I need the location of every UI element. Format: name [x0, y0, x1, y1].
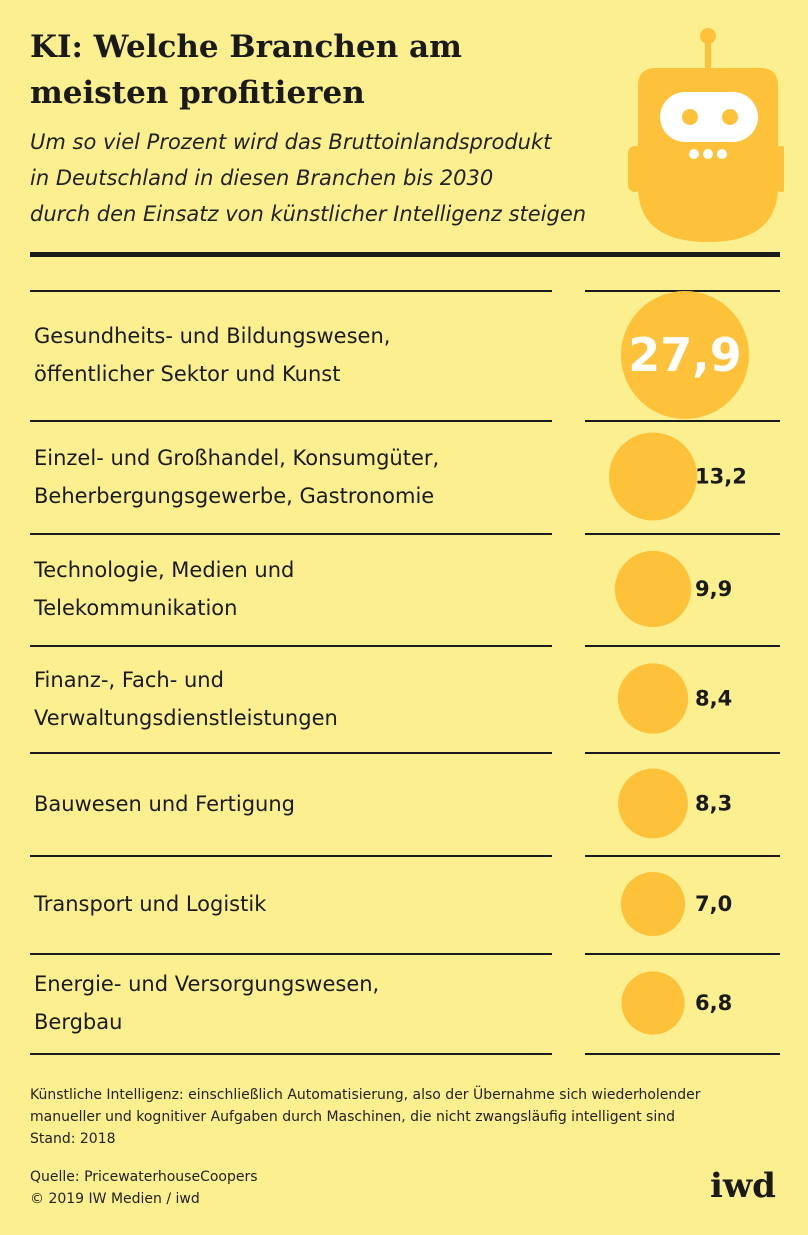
- subtitle-line-3: durch den Einsatz von künstlicher Intell…: [30, 202, 587, 226]
- value-bubble: [621, 971, 685, 1035]
- value-label: 9,9: [695, 577, 732, 601]
- row-label: Technologie, Medien und Telekommunikation: [34, 551, 544, 627]
- row-divider-left: [30, 752, 552, 754]
- row-divider-left: [30, 645, 552, 647]
- iwd-logo: iwd: [710, 1166, 776, 1206]
- value-label: 8,4: [695, 687, 732, 711]
- title-line-1: KI: Welche Branchen am: [30, 29, 462, 65]
- row-divider-left: [30, 290, 552, 292]
- value-label: 8,3: [695, 792, 732, 816]
- row-label: Transport und Logistik: [34, 885, 544, 923]
- value-label: 27,9: [628, 328, 742, 382]
- row-divider-left: [30, 533, 552, 535]
- value-bubble: [614, 550, 692, 628]
- value-bubble: [620, 871, 686, 937]
- bubble-chart: 27,9 13,2 9,9 8,4 8,3 7,0 6,8: [608, 291, 749, 1035]
- robot-icon: [628, 28, 784, 242]
- row-divider-left: [30, 855, 552, 857]
- row-label: Finanz-, Fach- und Verwaltungsdienstleist…: [34, 661, 544, 737]
- row-label-line: Bergbau: [34, 1010, 123, 1034]
- chart-title: KI: Welche Branchen am meisten profitier…: [30, 24, 590, 116]
- row-label-line: Einzel- und Großhandel, Konsumgüter,: [34, 445, 440, 470]
- footnote: Künstliche Intelligenz: einschließlich A…: [30, 1084, 790, 1150]
- value-label: 13,2: [695, 465, 747, 489]
- row-label-line: Transport und Logistik: [34, 892, 267, 916]
- row-divider-right: [585, 752, 780, 754]
- row-label: Bauwesen und Fertigung: [34, 785, 544, 823]
- row-divider-left: [30, 1053, 552, 1055]
- row-divider-right: [585, 953, 780, 955]
- value-bubble: [608, 432, 698, 521]
- row-label-line: Verwaltungsdienstleistungen: [34, 705, 338, 730]
- row-divider-left: [30, 953, 552, 955]
- row-label: Energie- und Versorgungswesen, Bergbau: [34, 965, 544, 1041]
- row-label: Einzel- und Großhandel, Konsumgüter, Behe…: [34, 439, 544, 515]
- row-label-line: Technologie, Medien und: [34, 558, 295, 582]
- value-label: 6,8: [695, 991, 732, 1015]
- row-divider-right: [585, 645, 780, 647]
- row-label-line: Finanz-, Fach- und: [34, 667, 224, 692]
- row-label-line: Beherbergungsgewerbe, Gastronomie: [34, 483, 435, 508]
- footnote-line-2: manueller und kognitiver Aufgaben durch …: [30, 1109, 675, 1125]
- row-label-line: öffentlicher Sektor und Kunst: [34, 362, 341, 386]
- value-bubble: [621, 291, 749, 419]
- subtitle-line-1: Um so viel Prozent wird das Bruttoinland…: [30, 130, 552, 154]
- row-label-line: Gesundheits- und Bildungswesen,: [34, 324, 391, 348]
- header-divider: [30, 252, 780, 257]
- row-divider-right: [585, 420, 780, 422]
- value-bubble: [617, 663, 689, 734]
- value-label: 7,0: [695, 892, 732, 916]
- row-label: Gesundheits- und Bildungswesen, öffentlic…: [34, 317, 544, 393]
- row-label-line: Energie- und Versorgungswesen,: [34, 972, 380, 996]
- row-divider-left: [30, 420, 552, 422]
- row-divider-right: [585, 290, 780, 292]
- row-divider-right: [585, 533, 780, 535]
- row-divider-right: [585, 855, 780, 857]
- row-label-line: Bauwesen und Fertigung: [34, 791, 295, 816]
- row-divider-right: [585, 1053, 780, 1055]
- chart-subtitle: Um so viel Prozent wird das Bruttoinland…: [30, 124, 650, 232]
- title-line-2: meisten profitieren: [30, 75, 365, 111]
- footnote-line-1: Künstliche Intelligenz: einschließlich A…: [30, 1087, 701, 1103]
- source-text: Quelle: PricewaterhouseCoopers: [30, 1169, 258, 1185]
- copyright-text: © 2019 IW Medien / iwd: [30, 1191, 200, 1207]
- source-block: Quelle: PricewaterhouseCoopers © 2019 IW…: [30, 1166, 258, 1210]
- subtitle-line-2: in Deutschland in diesen Branchen bis 20…: [30, 166, 494, 190]
- footnote-line-3: Stand: 2018: [30, 1131, 116, 1147]
- row-label-line: Telekommunikation: [34, 596, 238, 620]
- value-bubble: [618, 768, 688, 839]
